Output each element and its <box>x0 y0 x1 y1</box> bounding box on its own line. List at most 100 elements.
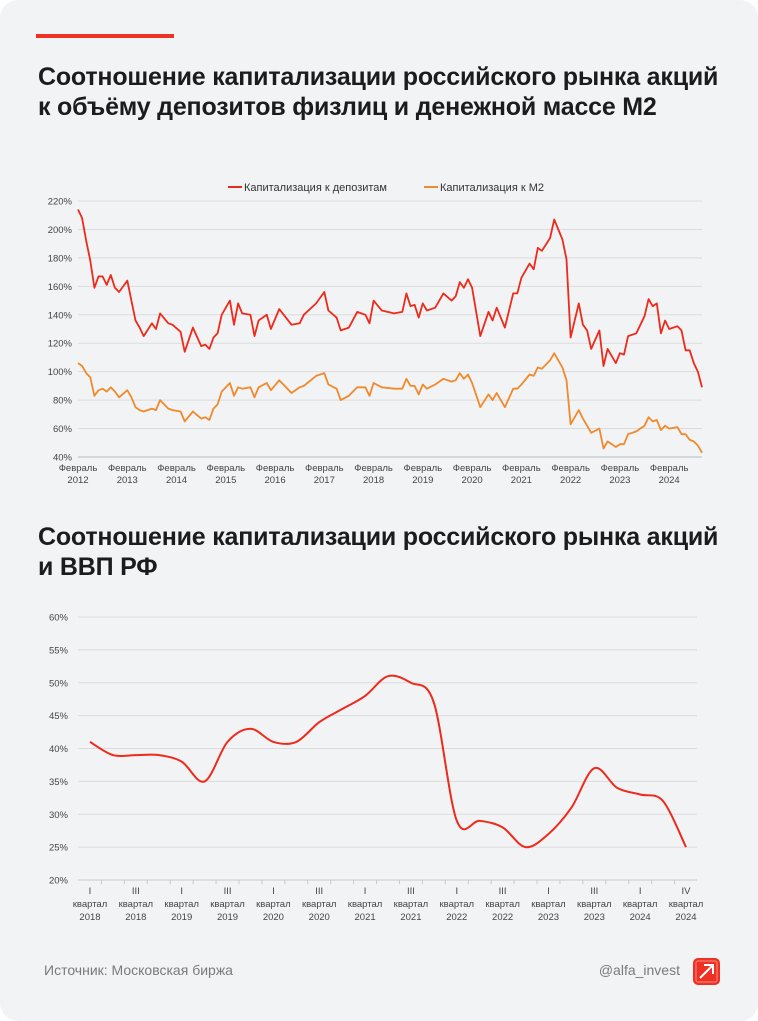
x-tick-label: квартал <box>669 899 704 910</box>
y-tick-label: 40% <box>49 744 69 755</box>
x-tick-label: квартал <box>623 899 658 910</box>
arrow-up-right-icon <box>693 958 720 985</box>
x-tick-label: 2020 <box>263 912 284 923</box>
x-tick-label: 2016 <box>264 475 285 486</box>
y-tick-label: 220% <box>48 197 73 208</box>
x-tick-label: 2014 <box>166 475 187 486</box>
chart2-title: Соотношение капитализации российского ры… <box>38 523 719 581</box>
x-tick-label: Февраль <box>601 463 640 474</box>
x-tick-label: 2020 <box>462 475 483 486</box>
x-tick-label: квартал <box>210 899 245 910</box>
x-tick-label: I <box>455 886 458 897</box>
x-tick-label: 2022 <box>446 912 467 923</box>
y-tick-label: 55% <box>49 645 69 656</box>
x-tick-label: квартал <box>256 899 291 910</box>
x-tick-label: 2018 <box>79 912 100 923</box>
y-tick-label: 140% <box>48 310 73 321</box>
x-tick-label: 2015 <box>215 475 236 486</box>
x-tick-label: квартал <box>577 899 612 910</box>
y-tick-label: 40% <box>53 453 73 464</box>
x-tick-label: 2021 <box>355 912 376 923</box>
x-tick-label: 2021 <box>400 912 421 923</box>
source-note: Источник: Московская биржа <box>44 962 233 978</box>
x-tick-label: IV <box>682 886 692 897</box>
series-line <box>89 674 687 849</box>
y-tick-label: 60% <box>49 613 69 624</box>
y-tick-label: 50% <box>49 678 69 689</box>
x-tick-label: 2023 <box>538 912 559 923</box>
legend-label: Капитализация к депозитам <box>244 182 387 194</box>
y-tick-label: 20% <box>49 876 69 887</box>
x-tick-label: I <box>364 886 367 897</box>
x-tick-label: квартал <box>485 899 520 910</box>
x-tick-label: Февраль <box>404 463 443 474</box>
x-tick-label: I <box>639 886 642 897</box>
x-tick-label: 2024 <box>659 475 680 486</box>
x-tick-label: Февраль <box>650 463 689 474</box>
y-tick-label: 45% <box>49 711 69 722</box>
x-tick-label: III <box>315 886 323 897</box>
x-tick-label: 2019 <box>217 912 238 923</box>
y-tick-label: 160% <box>48 282 73 293</box>
series-line <box>77 352 703 454</box>
x-tick-label: 2022 <box>492 912 513 923</box>
x-tick-label: I <box>180 886 183 897</box>
x-tick-label: 2019 <box>171 912 192 923</box>
x-tick-label: 2012 <box>67 475 88 486</box>
x-tick-label: III <box>407 886 415 897</box>
x-tick-label: 2018 <box>125 912 146 923</box>
x-tick-label: I <box>272 886 275 897</box>
x-tick-label: 2018 <box>363 475 384 486</box>
x-tick-label: квартал <box>394 899 429 910</box>
x-tick-label: Февраль <box>206 463 245 474</box>
x-tick-label: Февраль <box>453 463 492 474</box>
y-tick-label: 100% <box>48 367 73 378</box>
x-tick-label: квартал <box>440 899 475 910</box>
x-tick-label: 2022 <box>560 475 581 486</box>
x-tick-label: квартал <box>73 899 108 910</box>
social-handle[interactable]: @alfa_invest <box>598 962 680 978</box>
accent-bar <box>36 34 174 38</box>
x-tick-label: III <box>590 886 598 897</box>
x-tick-label: Февраль <box>256 463 295 474</box>
x-tick-label: Февраль <box>354 463 393 474</box>
x-tick-label: 2017 <box>314 475 335 486</box>
x-tick-label: Февраль <box>59 463 98 474</box>
x-tick-label: I <box>547 886 550 897</box>
x-tick-label: 2021 <box>511 475 532 486</box>
x-tick-label: Февраль <box>502 463 541 474</box>
y-tick-label: 30% <box>49 810 69 821</box>
x-tick-label: III <box>224 886 232 897</box>
x-tick-label: квартал <box>302 899 337 910</box>
x-tick-label: квартал <box>119 899 154 910</box>
x-tick-label: 2020 <box>309 912 330 923</box>
y-tick-label: 35% <box>49 777 69 788</box>
x-tick-label: Февраль <box>305 463 344 474</box>
x-tick-label: Февраль <box>108 463 147 474</box>
deposits-m2-chart: 220%200%180%160%140%120%100%80%60%40%Фев… <box>48 182 703 486</box>
legend-label: Капитализация к М2 <box>440 182 544 194</box>
y-tick-label: 180% <box>48 253 73 264</box>
series-line <box>77 209 703 388</box>
y-tick-label: 25% <box>49 843 69 854</box>
x-tick-label: квартал <box>531 899 566 910</box>
y-tick-label: 80% <box>53 396 73 407</box>
x-tick-label: III <box>132 886 140 897</box>
x-tick-label: Февраль <box>157 463 196 474</box>
y-tick-label: 200% <box>48 225 73 236</box>
x-tick-label: 2019 <box>412 475 433 486</box>
x-tick-label: квартал <box>348 899 383 910</box>
x-tick-label: 2024 <box>675 912 696 923</box>
x-tick-label: 2024 <box>630 912 651 923</box>
x-tick-label: квартал <box>164 899 199 910</box>
x-tick-label: 2023 <box>584 912 605 923</box>
x-tick-label: Февраль <box>551 463 590 474</box>
y-tick-label: 60% <box>53 424 73 435</box>
x-tick-label: III <box>499 886 507 897</box>
x-tick-label: I <box>89 886 92 897</box>
x-tick-label: 2023 <box>609 475 630 486</box>
x-tick-label: 2013 <box>117 475 138 486</box>
chart1-title: Соотношение капитализации российского ры… <box>38 63 719 121</box>
